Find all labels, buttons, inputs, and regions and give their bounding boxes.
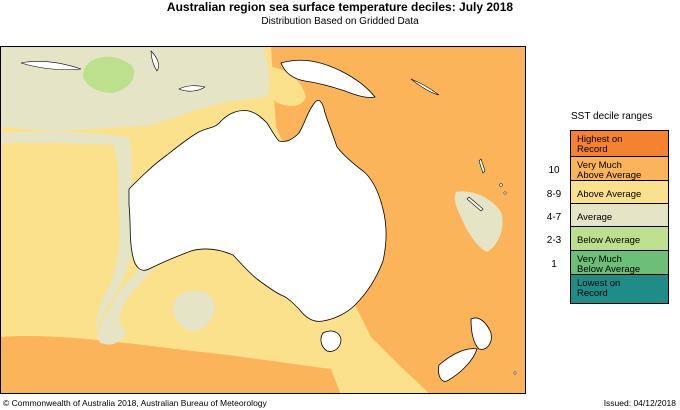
island-dot <box>513 371 517 375</box>
new-guinea-land <box>280 59 376 98</box>
legend-label: Very Much Below Average <box>577 254 641 275</box>
legend-label: Lowest on Record <box>577 278 621 299</box>
nz-north-island <box>470 317 492 350</box>
new-caledonia-land <box>466 196 484 212</box>
legend-range: 1 <box>551 259 557 270</box>
legend-label: Average <box>577 212 613 223</box>
page-subtitle: Distribution Based on Gridded Data <box>261 16 419 27</box>
legend-range: 8-9 <box>546 189 562 200</box>
sulawesi-land <box>150 50 159 72</box>
region-very-much-above-east <box>271 47 525 393</box>
legend-label: Highest on Record <box>577 134 623 155</box>
issued-date: Issued: 04/12/2018 <box>603 398 676 408</box>
legend-row-lowest: Lowest on Record <box>540 274 675 304</box>
legend-label: Very Much Above Average <box>577 160 642 181</box>
legend-range: 2-3 <box>546 235 562 246</box>
legend-title: SST decile ranges <box>571 111 653 122</box>
legend-range: 4-7 <box>546 212 562 223</box>
copyright-notice: © Commonwealth of Australia 2018, Austra… <box>3 398 267 408</box>
australia-land <box>128 100 387 322</box>
region-very-much-above-coral <box>263 66 306 106</box>
island-dot <box>499 183 503 187</box>
region-average-bight <box>173 290 215 331</box>
legend-label: Above Average <box>577 189 642 200</box>
nz-south-island <box>438 348 478 382</box>
legend-label: Below Average <box>577 235 641 246</box>
region-below-average-north <box>83 56 135 93</box>
region-average-east-patch <box>454 191 503 252</box>
legend-range <box>540 274 568 304</box>
solomon-islands-land <box>410 78 440 96</box>
sst-map <box>0 46 526 394</box>
java-land <box>20 61 82 71</box>
island-dot <box>503 191 507 195</box>
tasmania-land <box>320 330 342 352</box>
region-very-much-above-south <box>1 335 341 393</box>
timor-land <box>178 85 206 92</box>
region-average-west <box>1 131 173 345</box>
page-title: Australian region sea surface temperatur… <box>166 0 514 14</box>
legend-range: 10 <box>548 165 560 176</box>
vanuatu-land <box>478 158 486 174</box>
legend-swatch: Lowest on Record <box>570 274 669 304</box>
